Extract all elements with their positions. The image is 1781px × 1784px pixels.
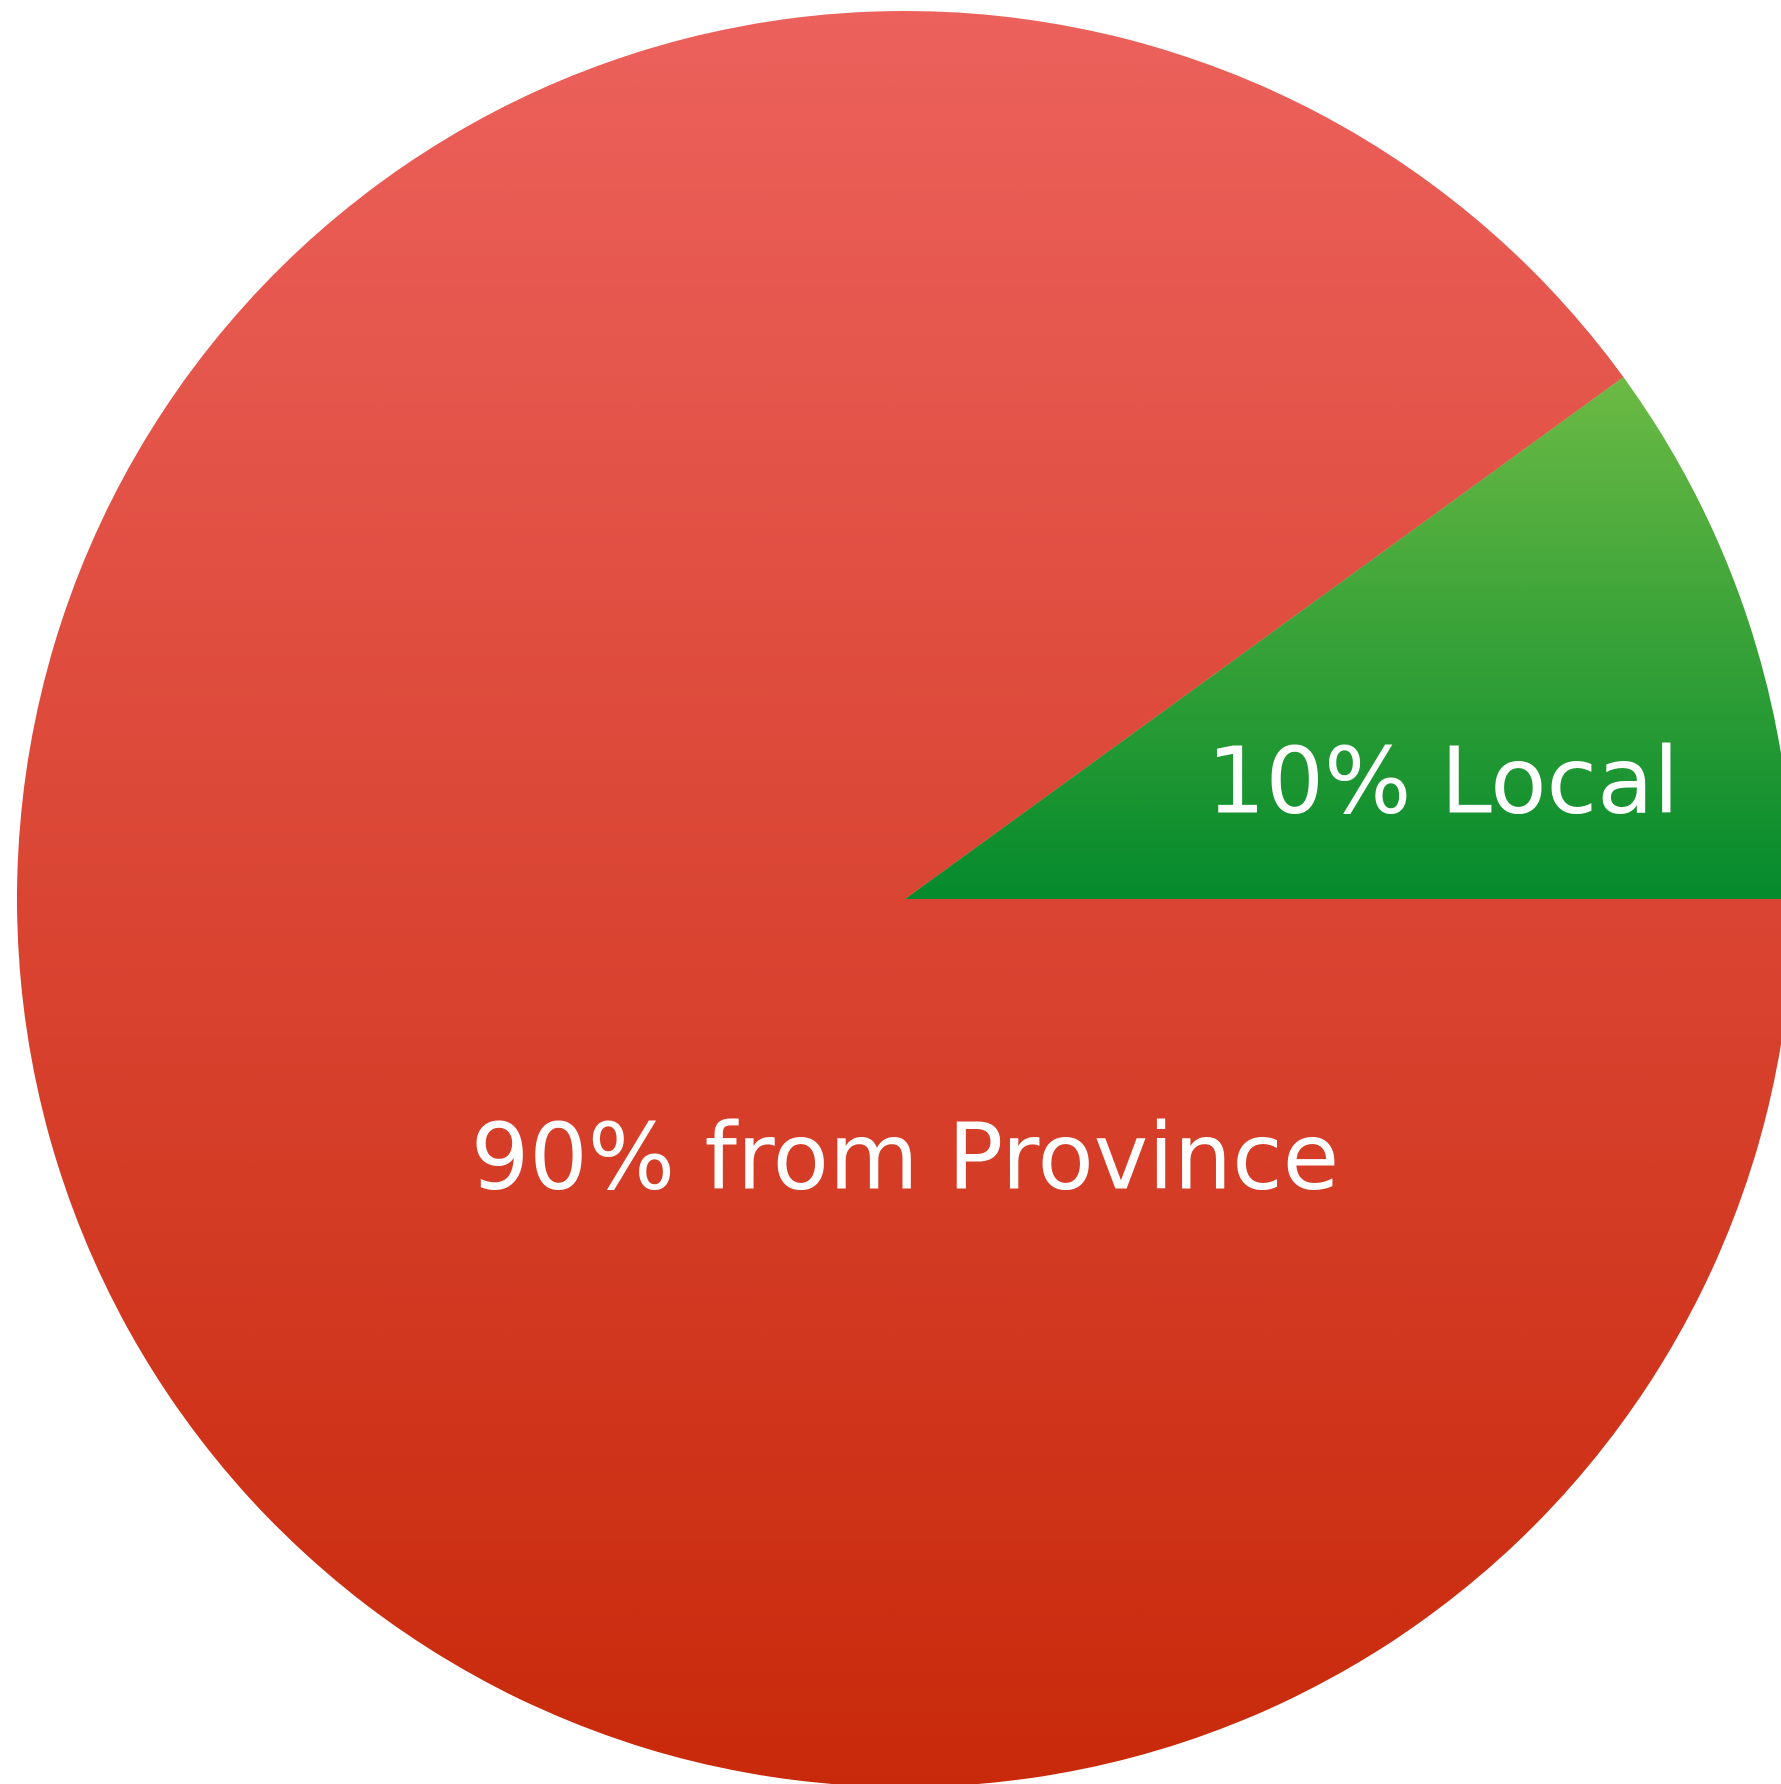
slice-label: 10% Local [1207,727,1679,834]
pie-slice [905,377,1781,899]
slice-label: 90% from Province [471,1103,1340,1210]
pie-slice [17,11,1781,1784]
